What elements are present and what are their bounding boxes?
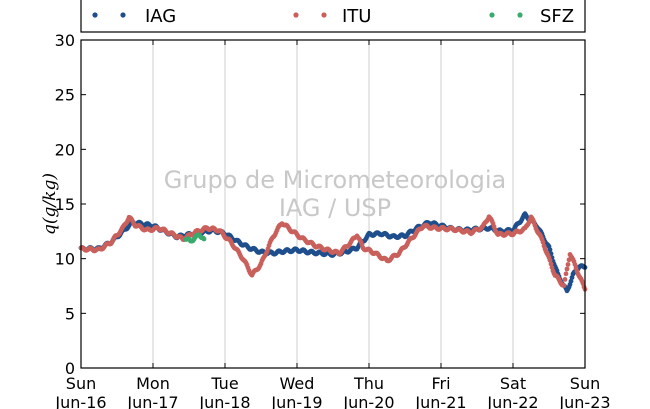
y-tick-label: 0: [65, 359, 75, 378]
legend-marker: [293, 12, 299, 18]
legend-item-iag: IAG: [92, 6, 176, 27]
series-layer: [78, 211, 588, 294]
vertical-grid: [152, 40, 514, 368]
legend: IAG ITU SFZ: [80, 0, 586, 33]
y-tick-label: 20: [55, 140, 75, 159]
x-axis: SunJun-16MonJun-17TueJun-18WedJun-19ThuJ…: [54, 40, 611, 409]
x-tick-label-day: Tue: [210, 374, 238, 393]
legend-label: IAG: [145, 6, 176, 27]
x-tick-label-date: Jun-18: [198, 393, 250, 409]
watermark: Grupo de Micrometeorologia IAG / USP: [164, 166, 506, 222]
y-tick-label: 5: [65, 304, 75, 323]
x-tick-label-day: Wed: [280, 374, 315, 393]
y-axis-label: q(g/kg): [40, 173, 60, 235]
legend-marker: [517, 12, 523, 18]
legend-marker: [92, 12, 98, 18]
watermark-line-2: IAG / USP: [279, 194, 391, 222]
legend-label: ITU: [342, 6, 371, 27]
x-tick-label-day: Sun: [570, 374, 600, 393]
y-tick-label: 10: [55, 250, 75, 269]
data-point: [564, 266, 570, 272]
x-tick-label-day: Sat: [500, 374, 526, 393]
y-axis: 0 5 10 15 20 25 30: [55, 31, 585, 378]
data-point: [561, 283, 567, 288]
data-point: [562, 277, 568, 282]
data-point: [201, 236, 207, 242]
legend-item-sfz: SFZ: [489, 6, 574, 27]
x-tick-label-date: Jun-16: [54, 393, 106, 409]
legend-item-itu: ITU: [293, 6, 371, 27]
y-tick-label: 30: [55, 31, 75, 50]
x-tick-label-day: Mon: [136, 374, 170, 393]
data-point: [540, 239, 546, 245]
data-point: [547, 257, 553, 263]
x-tick-label-date: Jun-23: [558, 393, 610, 409]
legend-marker: [321, 12, 327, 18]
legend-label: SFZ: [540, 6, 574, 27]
data-point: [568, 278, 574, 284]
x-tick-label-day: Sun: [66, 374, 96, 393]
x-tick-label-date: Jun-19: [270, 393, 322, 409]
legend-marker: [489, 12, 495, 18]
series-sfz: [183, 232, 207, 244]
x-tick-label-date: Jun-20: [342, 393, 394, 409]
legend-frame: [80, 0, 586, 33]
y-tick-label: 15: [55, 195, 75, 214]
data-point: [548, 261, 554, 267]
watermark-line-1: Grupo de Micrometeorologia: [164, 166, 506, 194]
data-point: [565, 262, 571, 267]
legend-marker: [120, 12, 126, 18]
x-tick-label-day: Thu: [353, 374, 384, 393]
data-point: [563, 271, 569, 277]
x-tick-label-date: Jun-17: [126, 393, 178, 409]
y-tick-label: 25: [55, 86, 75, 105]
x-tick-label-date: Jun-22: [486, 393, 538, 409]
series-itu: [78, 214, 588, 292]
data-point: [547, 247, 553, 253]
x-tick-label-date: Jun-21: [414, 393, 466, 409]
x-tick-label-day: Fri: [431, 374, 450, 393]
